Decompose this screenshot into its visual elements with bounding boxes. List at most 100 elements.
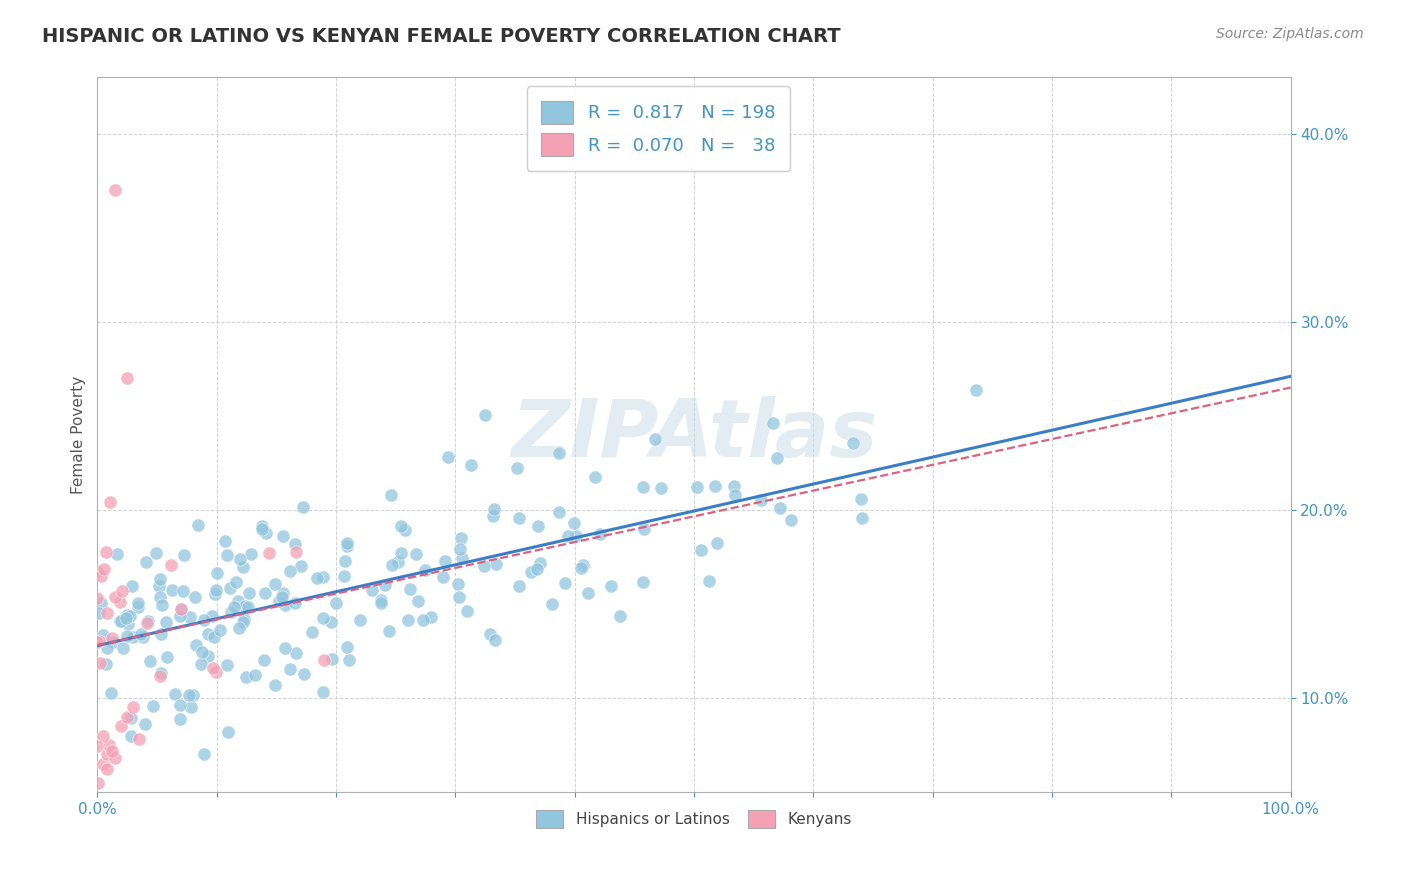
Point [148, 579, 170, 593]
Point [548, 446, 571, 460]
Point [378, 624, 401, 639]
Point [114, 611, 136, 625]
Point [96, 544, 118, 558]
Point [508, 511, 530, 525]
Point [179, 688, 201, 702]
Point [576, 585, 599, 599]
Point [685, 480, 707, 494]
Point [450, 531, 472, 545]
Point [704, 478, 727, 492]
Point [193, 613, 215, 627]
Point [456, 604, 478, 618]
Point [86, 635, 108, 649]
Point [394, 523, 416, 537]
Point [219, 606, 242, 620]
Point [271, 529, 294, 543]
Point [98, 738, 121, 752]
Point [278, 662, 301, 676]
Point [108, 595, 131, 609]
Point [419, 610, 441, 624]
Point [238, 586, 260, 600]
Point [406, 593, 429, 607]
Point [600, 579, 623, 593]
Point [87, 606, 110, 620]
Point [204, 587, 226, 601]
Point [294, 666, 316, 681]
Point [250, 519, 273, 533]
Point [851, 510, 873, 524]
Point [508, 579, 530, 593]
Point [86, 565, 108, 579]
Point [433, 554, 456, 568]
Point [460, 458, 482, 473]
Point [204, 582, 226, 597]
Point [529, 556, 551, 570]
Point [103, 635, 125, 649]
Point [187, 518, 209, 533]
Point [765, 450, 787, 465]
Point [336, 536, 359, 550]
Point [91, 729, 114, 743]
Point [389, 519, 412, 533]
Text: ZIPAtlas: ZIPAtlas [510, 396, 877, 474]
Point [389, 546, 412, 560]
Point [482, 501, 505, 516]
Point [108, 614, 131, 628]
Point [150, 599, 173, 613]
Point [432, 569, 454, 583]
Point [232, 559, 254, 574]
Point [115, 629, 138, 643]
Point [197, 627, 219, 641]
Point [301, 625, 323, 640]
Point [115, 371, 138, 385]
Point [449, 541, 471, 556]
Point [381, 558, 404, 573]
Point [145, 546, 167, 560]
Point [101, 632, 124, 646]
Point [96, 747, 118, 762]
Point [232, 615, 254, 630]
Point [271, 586, 294, 600]
Point [93, 628, 115, 642]
Point [482, 508, 505, 523]
Point [274, 598, 297, 612]
Point [224, 600, 246, 615]
Point [142, 699, 165, 714]
Point [170, 602, 193, 616]
Point [562, 516, 585, 530]
Point [396, 613, 419, 627]
Point [336, 640, 359, 654]
Point [633, 480, 655, 494]
Point [104, 590, 127, 604]
Point [229, 551, 252, 566]
Point [100, 743, 122, 757]
Point [336, 539, 359, 553]
Point [321, 652, 343, 666]
Point [269, 594, 291, 608]
Point [197, 649, 219, 664]
Point [131, 626, 153, 640]
Point [163, 687, 186, 701]
Point [263, 678, 285, 692]
Point [201, 609, 224, 624]
Point [169, 602, 191, 616]
Point [205, 665, 228, 680]
Point [412, 613, 434, 627]
Point [374, 577, 396, 591]
Point [387, 555, 409, 569]
Point [169, 609, 191, 624]
Point [644, 432, 666, 446]
Point [851, 492, 873, 507]
Point [115, 710, 138, 724]
Point [215, 548, 238, 562]
Point [706, 536, 728, 550]
Point [451, 550, 474, 565]
Point [253, 653, 276, 667]
Point [110, 614, 132, 628]
Point [233, 612, 256, 626]
Point [150, 666, 173, 681]
Point [217, 658, 239, 673]
Point [280, 564, 302, 578]
Point [548, 505, 571, 519]
Point [779, 513, 801, 527]
